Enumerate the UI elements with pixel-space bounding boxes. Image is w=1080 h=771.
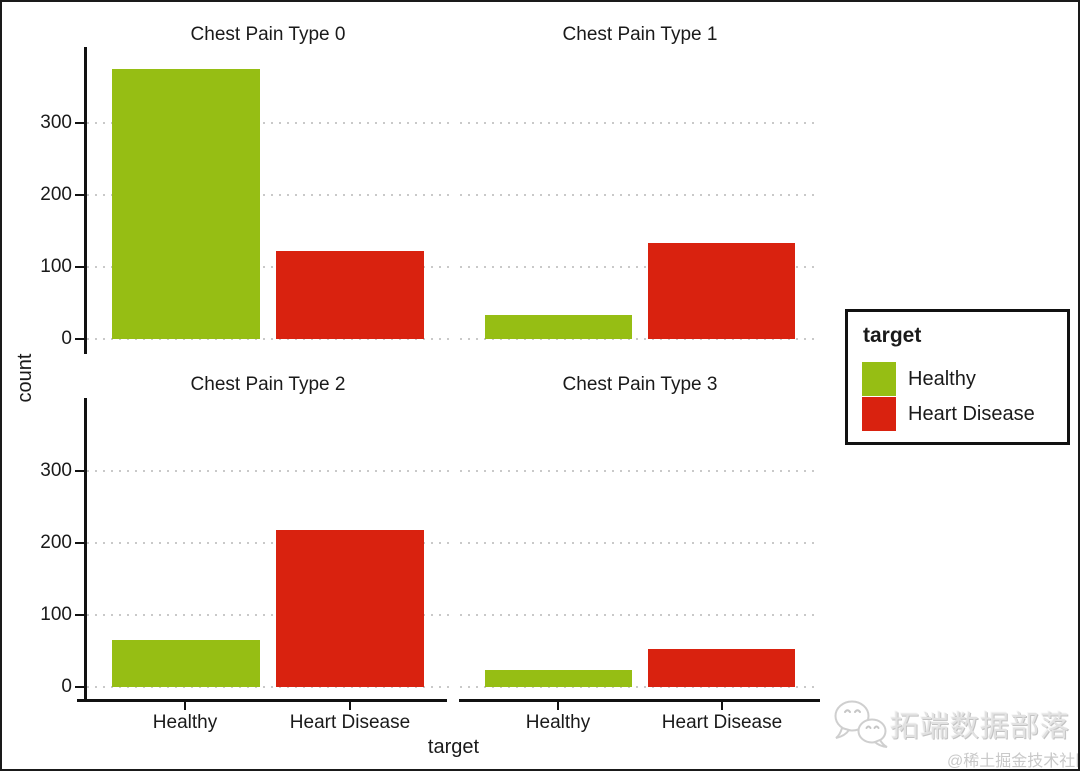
y-axis-line-row2 — [84, 398, 87, 702]
gridline-y100 — [87, 266, 449, 269]
legend-box: target Healthy Heart Disease — [845, 309, 1070, 445]
gridline-y0 — [460, 338, 820, 340]
y-tick-label: 300 — [40, 112, 72, 133]
y-tick — [75, 470, 84, 472]
gridline-y300 — [460, 122, 820, 125]
x-tick — [184, 702, 186, 710]
facet-panel-3 — [460, 398, 820, 702]
y-tick — [75, 686, 84, 688]
gridline-y0 — [460, 686, 820, 688]
bar-healthy — [111, 640, 260, 687]
bar-healthy — [484, 669, 632, 687]
legend-label-healthy: Healthy — [908, 368, 976, 390]
x-axis-line-left — [77, 699, 447, 702]
wechat-speech-bubbles-icon — [832, 698, 890, 755]
gridline-y200 — [460, 194, 820, 197]
x-axis-title: target — [427, 736, 480, 758]
y-tick — [75, 614, 84, 616]
x-tick-label: Healthy — [152, 712, 218, 733]
bar-heart-disease — [276, 529, 425, 687]
y-tick-label: 0 — [61, 328, 72, 349]
legend-swatch-healthy — [862, 362, 896, 396]
facet-title-0: Chest Pain Type 0 — [190, 24, 346, 45]
y-axis-line-row1 — [84, 47, 87, 354]
facet-panel-1 — [460, 47, 820, 354]
x-tick-label: Healthy — [525, 712, 591, 733]
x-tick-label: Heart Disease — [289, 712, 411, 733]
watermark-brand: 拓端数据部落 — [890, 711, 1071, 743]
gridline-y300 — [87, 470, 449, 473]
gridline-y300 — [87, 122, 449, 125]
y-tick — [75, 194, 84, 196]
gridline-y200 — [460, 542, 820, 545]
y-tick-label: 200 — [40, 532, 72, 553]
y-tick — [75, 542, 84, 544]
y-tick — [75, 338, 84, 340]
y-axis-title: count — [14, 353, 36, 403]
facet-title-3: Chest Pain Type 3 — [562, 374, 718, 395]
bar-heart-disease — [276, 251, 425, 339]
gridline-y100 — [87, 614, 449, 617]
x-tick — [349, 702, 351, 710]
bar-healthy — [111, 69, 260, 339]
y-tick-label: 200 — [40, 184, 72, 205]
y-tick — [75, 122, 84, 124]
y-tick-label: 300 — [40, 460, 72, 481]
gridline-y300 — [460, 470, 820, 473]
gridline-y0 — [87, 686, 449, 688]
y-tick-label: 100 — [40, 256, 72, 277]
bar-heart-disease — [648, 648, 796, 687]
gridline-y0 — [87, 338, 449, 340]
gridline-y100 — [460, 266, 820, 269]
bar-heart-disease — [648, 242, 796, 339]
gridline-y100 — [460, 614, 820, 617]
bar-healthy — [484, 315, 632, 339]
x-tick-label: Heart Disease — [661, 712, 783, 733]
x-axis-line-right — [459, 699, 820, 702]
facet-title-2: Chest Pain Type 2 — [190, 374, 346, 395]
legend-swatch-heart-disease — [862, 397, 896, 431]
gridline-y200 — [87, 194, 449, 197]
y-tick-label: 100 — [40, 604, 72, 625]
gridline-y200 — [87, 542, 449, 545]
watermark-credit: @稀土掘金技术社区 — [947, 753, 1080, 770]
x-tick — [721, 702, 723, 710]
y-tick — [75, 266, 84, 268]
facet-title-1: Chest Pain Type 1 — [562, 24, 718, 45]
y-tick-label: 0 — [61, 676, 72, 697]
legend-label-heart-disease: Heart Disease — [908, 403, 1035, 425]
x-tick — [557, 702, 559, 710]
facet-panel-2 — [87, 398, 449, 702]
legend-title: target — [863, 324, 922, 347]
facet-panel-0 — [87, 47, 449, 354]
